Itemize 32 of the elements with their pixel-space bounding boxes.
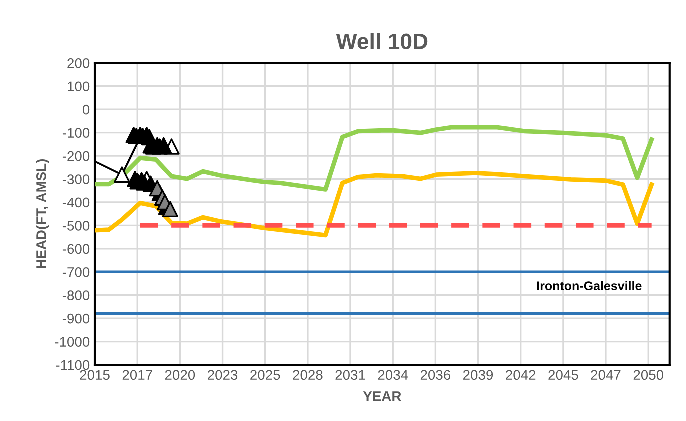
y-tick-label: -1100	[56, 360, 90, 370]
x-tick-label: 2015	[80, 370, 110, 380]
x-tick-label: 2034	[378, 370, 408, 380]
y-tick-label: -100	[62, 128, 90, 138]
y-tick-label: -300	[62, 174, 90, 184]
chart-title: Well 10D	[336, 33, 428, 50]
x-tick-label: 2045	[548, 370, 578, 380]
y-tick-label: -800	[62, 290, 90, 301]
x-tick-label: 2028	[293, 370, 323, 380]
y-tick-label: -600	[62, 244, 90, 254]
x-tick-label: 2017	[122, 370, 152, 380]
y-tick-label: -200	[62, 151, 90, 162]
y-tick-label: 100	[68, 82, 90, 92]
x-tick-label: 2039	[463, 370, 494, 380]
x-tick-label: 2020	[165, 370, 196, 380]
x-tick-label: 2025	[250, 370, 280, 380]
y-tick-label: -1000	[55, 337, 90, 347]
annotation: Ironton-Galesville	[537, 281, 642, 290]
y-tick-label: -900	[62, 314, 90, 324]
y-axis-title: HEAD(FT, AMSL)	[36, 159, 50, 268]
x-tick-label: 2023	[208, 370, 238, 380]
y-tick-label: -500	[62, 221, 90, 231]
x-tick-label: 2036	[420, 370, 451, 380]
x-tick-label: 2031	[336, 370, 366, 380]
y-tick-label: 200	[68, 58, 90, 68]
y-tick-label: -400	[62, 198, 90, 208]
y-tick-label: -700	[62, 267, 90, 278]
x-tick-label: 2050	[634, 370, 664, 380]
x-tick-label: 2047	[591, 370, 621, 380]
x-axis-title: YEAR	[363, 392, 402, 402]
y-tick-label: 0	[82, 104, 90, 115]
x-tick-label: 2042	[506, 370, 536, 380]
